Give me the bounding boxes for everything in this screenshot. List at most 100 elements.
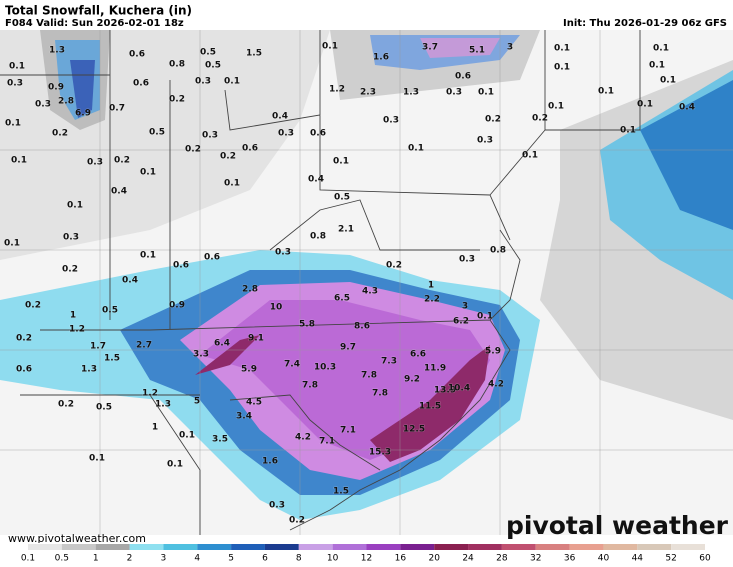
snowfall-label: 0.7 (109, 104, 125, 114)
snowfall-label: 0.5 (96, 403, 112, 413)
snowfall-label: 0.1 (140, 168, 156, 178)
snowfall-label: 1 (152, 423, 158, 433)
colorbar-tick-label: 24 (462, 554, 474, 564)
snowfall-label: 7.4 (284, 360, 300, 370)
snowfall-label: 1.5 (333, 487, 349, 497)
snowfall-label: 2.8 (58, 97, 74, 107)
snowfall-label: 0.3 (35, 100, 51, 110)
colorbar-swatch (298, 544, 333, 550)
snowfall-label: 2.8 (242, 285, 258, 295)
snowfall-label: 6.5 (334, 294, 350, 304)
colorbar: 0.1 0.5 1 2 3 4 5 6 8 10 12 16 20 24 28 32 36 40 44 52 60 (21, 544, 711, 564)
snowfall-label: 1.3 (81, 365, 97, 375)
snowfall-label: 0.2 (485, 115, 501, 125)
snowfall-label: 0.3 (278, 129, 294, 139)
snowfall-label: 0.6 (16, 365, 32, 375)
snowfall-label: 11.9 (424, 364, 446, 374)
snowfall-label: 0.3 (383, 116, 399, 126)
snowfall-label: 0.4 (111, 187, 127, 197)
snowfall-label: 0.1 (477, 312, 493, 322)
snowfall-label: 9.2 (404, 375, 420, 385)
snowfall-label: 3 (507, 43, 513, 53)
colorbar-swatch (434, 544, 469, 550)
snowfall-label: 0.6 (204, 253, 220, 263)
snowfall-label: 3.4 (236, 412, 252, 422)
snowfall-label: 3.7 (422, 43, 438, 53)
snowfall-label: 0.1 (224, 179, 240, 189)
snowfall-label: 12.5 (403, 425, 425, 435)
snowfall-label: 0.1 (224, 77, 240, 87)
snowfall-label: 0.3 (269, 501, 285, 511)
snowfall-label: 0.1 (478, 88, 494, 98)
snowfall-label: 0.3 (7, 79, 23, 89)
snowfall-label: 0.2 (169, 95, 185, 105)
colorbar-tick-label: 0.1 (21, 554, 35, 564)
snowfall-label: 2.2 (424, 295, 440, 305)
colorbar-tick-label: 36 (564, 554, 576, 564)
init-time: Init: Thu 2026-01-29 06z GFS (563, 18, 727, 29)
colorbar-tick-label: 4 (194, 554, 200, 564)
snowfall-label: 0.1 (554, 63, 570, 73)
snowfall-label: 7.8 (372, 389, 388, 399)
colorbar-tick-label: 40 (598, 554, 610, 564)
snowfall-label: 0.1 (620, 126, 636, 136)
snowfall-label: 10.3 (314, 363, 336, 373)
snowfall-label: 0.3 (195, 77, 211, 87)
snowfall-label: 2.3 (360, 88, 376, 98)
snowfall-label: 7.8 (361, 371, 377, 381)
snowfall-label: 0.8 (310, 232, 326, 242)
snowfall-label: 5.9 (241, 365, 257, 375)
colorbar-tick-label: 6 (262, 554, 268, 564)
snowfall-label: 0.4 (679, 103, 695, 113)
snowfall-label: 1 (428, 281, 434, 291)
snowfall-label: 0.1 (5, 119, 21, 129)
colorbar-tick-label: 28 (496, 554, 508, 564)
snowfall-label: 1.2 (69, 325, 85, 335)
snowfall-label: 7.1 (319, 437, 335, 447)
colorbar-swatch (231, 544, 265, 550)
snowfall-label: 4.2 (488, 380, 504, 390)
colorbar-swatch (332, 544, 367, 550)
snowfall-label: 0.1 (649, 61, 665, 71)
snowfall-label: 1.2 (329, 85, 345, 95)
colorbar-swatch (400, 544, 435, 550)
snowfall-label: 0.1 (140, 251, 156, 261)
colorbar-swatch (163, 544, 198, 550)
snowfall-label: 6.9 (75, 109, 91, 119)
colorbar-swatch (535, 544, 570, 550)
snowfall-label: 1.3 (155, 400, 171, 410)
snowfall-label: 0.1 (653, 44, 669, 54)
colorbar-swatch (264, 544, 299, 550)
snowfall-label: 0.1 (4, 239, 20, 249)
colorbar-swatch (671, 544, 705, 550)
snowfall-label: 0.6 (242, 144, 258, 154)
snowfall-label: 7.1 (340, 426, 356, 436)
snowfall-label: 0.2 (25, 301, 41, 311)
snowfall-label: 15.3 (369, 448, 391, 458)
snowfall-label: 0.1 (333, 157, 349, 167)
snowfall-label: 0.1 (179, 431, 195, 441)
snowfall-label: 0.2 (532, 114, 548, 124)
snowfall-label: 13.9 (434, 386, 456, 396)
snowfall-label: 0.6 (129, 50, 145, 60)
colorbar-swatch (197, 544, 232, 550)
logo: pivotal weather (506, 511, 729, 540)
snowfall-label: 0.3 (63, 233, 79, 243)
snowfall-label: 0.1 (548, 102, 564, 112)
snowfall-label: 5.8 (299, 320, 315, 330)
colorbar-swatch (95, 544, 130, 550)
snowfall-label: 0.5 (334, 193, 350, 203)
borders (0, 30, 733, 535)
snowfall-label: 0.1 (522, 151, 538, 161)
snowfall-label: 0.1 (322, 42, 338, 52)
snowfall-label: 3.5 (212, 435, 228, 445)
colorbar-swatch (468, 544, 502, 550)
colorbar-tick-label: 20 (428, 554, 440, 564)
colorbar-swatch (28, 544, 62, 550)
snowfall-label: 0.6 (310, 129, 326, 139)
snowfall-label: 4.2 (295, 433, 311, 443)
snowfall-label: 4.3 (362, 287, 378, 297)
snowfall-label: 0.3 (87, 158, 103, 168)
snowfall-label: 10 (270, 303, 283, 313)
